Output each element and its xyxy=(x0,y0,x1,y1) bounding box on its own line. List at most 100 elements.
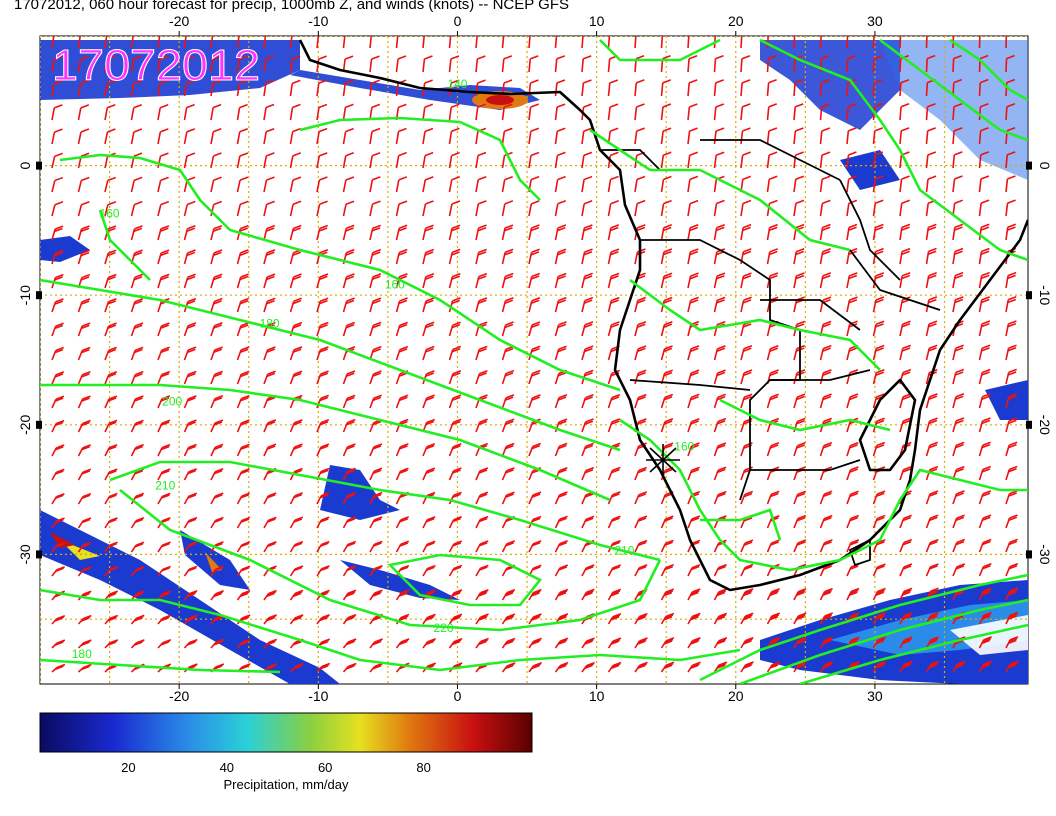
wind-barb xyxy=(51,395,65,409)
wind-barb xyxy=(210,103,222,121)
wind-barb xyxy=(978,514,992,529)
wind-barb xyxy=(263,419,277,433)
wind-barb xyxy=(554,103,566,121)
wind-barb xyxy=(687,369,700,385)
wind-barb xyxy=(846,199,858,217)
wind-barb xyxy=(77,298,91,313)
wind-barb xyxy=(316,200,328,217)
wind-barb xyxy=(342,662,357,673)
wind-barb xyxy=(687,272,699,289)
wind-barb xyxy=(528,248,540,265)
wind-barb xyxy=(130,55,142,73)
wind-barb xyxy=(395,248,408,265)
wind-barb xyxy=(316,419,330,433)
wind-barb xyxy=(475,613,489,625)
wind-barb xyxy=(766,103,778,121)
wind-barb xyxy=(634,79,645,97)
wind-barb xyxy=(342,418,356,433)
wind-barb xyxy=(183,614,198,625)
wind-barb xyxy=(607,272,620,289)
wind-barb xyxy=(289,79,301,97)
wind-barb xyxy=(660,224,673,241)
wind-barb xyxy=(581,175,593,193)
wind-barb xyxy=(819,54,830,73)
wind-barb xyxy=(554,55,566,73)
wind-barb xyxy=(422,540,436,553)
wind-barb xyxy=(766,79,777,97)
wind-barb xyxy=(607,418,621,433)
wind-barb xyxy=(634,539,648,553)
wind-barb xyxy=(130,322,144,337)
wind-barb xyxy=(422,127,434,145)
wind-barb xyxy=(130,419,144,433)
wind-barb xyxy=(236,346,250,361)
wind-barb xyxy=(210,128,222,145)
wind-barb xyxy=(475,272,488,289)
wind-barb xyxy=(236,152,249,169)
wind-barb xyxy=(448,564,463,577)
wind-barb xyxy=(528,55,539,73)
contour-label: 160 xyxy=(385,278,405,292)
wind-barb xyxy=(899,563,913,577)
wind-barb xyxy=(210,589,224,601)
map-axes: -20 -20 -10 -10 0 0 10 10 20 20 30 30 0 0 -10 -10 -20 -20… xyxy=(17,13,1053,704)
date-stamp: 17072012 xyxy=(52,41,260,90)
contour-180 xyxy=(40,278,621,452)
wind-barb xyxy=(475,369,488,385)
contour-label: 210 xyxy=(614,543,634,557)
wind-barb xyxy=(342,540,357,553)
wind-barb xyxy=(448,589,463,601)
wind-barb xyxy=(183,200,196,217)
wind-barb xyxy=(501,491,515,505)
wind-barb xyxy=(130,79,142,97)
wind-barb xyxy=(660,36,664,49)
wind-barb xyxy=(51,152,63,169)
wind-barb xyxy=(846,466,859,481)
wind-barb xyxy=(793,127,804,145)
wind-barb xyxy=(77,36,82,49)
wind-barb xyxy=(846,54,857,73)
wind-barb xyxy=(766,223,778,241)
wind-barb xyxy=(369,127,381,145)
wind-barb xyxy=(899,660,913,673)
wind-barb xyxy=(501,297,514,313)
wind-barb xyxy=(422,55,433,73)
wind-barb xyxy=(475,467,489,481)
wind-barb xyxy=(899,36,902,49)
wind-barb xyxy=(819,175,831,193)
wind-barb xyxy=(793,175,805,193)
wind-barb xyxy=(157,176,169,193)
wind-barb xyxy=(501,151,513,169)
wind-barb xyxy=(554,491,568,505)
wind-barb xyxy=(528,321,541,337)
wind-barb xyxy=(289,152,302,169)
wind-barb xyxy=(369,297,382,313)
wind-barb xyxy=(157,322,170,337)
wind-barb xyxy=(210,249,223,265)
wind-barb xyxy=(872,296,885,313)
wind-barb xyxy=(687,151,699,169)
wind-barb xyxy=(899,247,911,265)
wind-barb xyxy=(1005,199,1016,217)
wind-barb xyxy=(819,393,832,409)
wind-barb xyxy=(554,661,569,673)
wind-barb xyxy=(766,272,779,289)
wind-barb xyxy=(925,320,938,337)
wind-barb xyxy=(236,224,249,241)
wind-barb xyxy=(501,103,513,121)
wind-barb xyxy=(130,614,145,625)
wind-barb xyxy=(104,322,117,337)
wind-barb xyxy=(316,321,329,337)
wind-barb xyxy=(581,248,593,265)
lat-tick xyxy=(36,161,42,170)
wind-barb xyxy=(289,176,302,193)
wind-barb xyxy=(819,612,834,625)
wind-barb xyxy=(289,321,303,337)
wind-barb xyxy=(581,588,595,601)
wind-barb xyxy=(263,152,275,169)
wind-barb xyxy=(316,540,330,553)
wind-barb xyxy=(660,248,673,265)
wind-barb xyxy=(501,662,516,673)
wind-barb xyxy=(740,296,752,313)
wind-barb xyxy=(846,636,860,649)
